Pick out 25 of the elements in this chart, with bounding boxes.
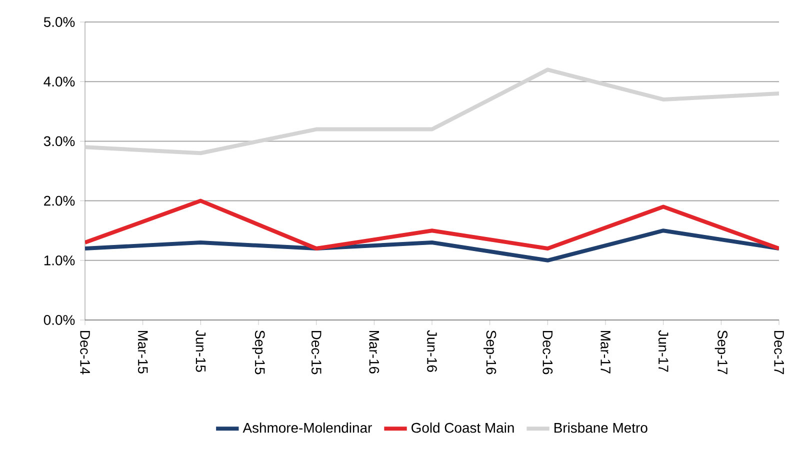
x-tick-label: Mar-17 [600,330,610,374]
x-tick-label: Sep-16 [484,330,496,374]
line-series [85,68,780,156]
legend-label: Gold Coast Main [412,422,514,433]
x-tick-label: Sep-15 [252,330,265,374]
y-tick-label: 0.0% [44,315,75,325]
x-tick-label: Sep-17 [714,330,728,374]
x-tick-label: Jun-16 [427,330,437,372]
y-tick-label: 2.0% [44,196,75,206]
x-tick-label: Dec-15 [311,330,322,374]
x-tick-label: Mar-15 [138,330,148,374]
legend-label: Ashmore-Molendinar [242,422,372,433]
y-tick-label: 5.0% [44,17,75,27]
x-tick-label: Dec-16 [542,330,553,374]
x-tick-label: Jun-17 [658,330,668,372]
line-series [85,228,780,262]
y-tick-label: 3.0% [44,136,75,146]
x-tick-label: Mar-16 [369,330,380,374]
x-tick-label: Dec-17 [774,330,784,374]
legend-label: Brisbane Metro [554,422,648,433]
y-tick-label: 1.0% [44,255,75,266]
x-tick-label: Dec-14 [80,330,90,374]
line-series [85,198,780,250]
x-tick-label: Jun-15 [196,330,206,372]
y-tick-label: 4.0% [44,76,75,87]
